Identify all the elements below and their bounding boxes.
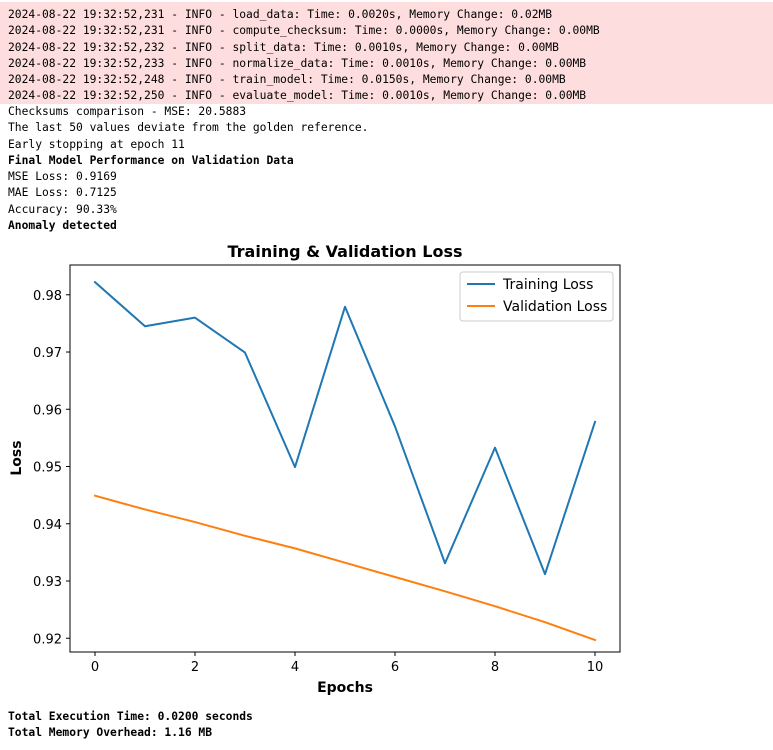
log-line: 2024-08-22 19:32:52,250 - INFO - evaluat… [8, 89, 587, 103]
early-stop-line: Early stopping at epoch 11 [8, 137, 185, 151]
stdout-output: Checksums comparison - MSE: 20.5883 The … [8, 104, 368, 234]
legend-validation-label: Validation Loss [503, 299, 607, 315]
mse-line: MSE Loss: 0.9169 [8, 170, 117, 184]
deviation-line: The last 50 values deviate from the gold… [8, 121, 369, 135]
x-tick-label: 8 [491, 660, 499, 675]
stderr-log-output: 2024-08-22 19:32:52,231 - INFO - load_da… [0, 2, 773, 104]
y-tick-label: 0.94 [33, 518, 62, 533]
legend-training-label: Training Loss [502, 277, 593, 293]
checksum-line: Checksums comparison - MSE: 20.5883 [8, 105, 247, 118]
accuracy-line: Accuracy: 90.33% [8, 202, 117, 216]
mae-line: MAE Loss: 0.7125 [8, 186, 117, 200]
validation-loss-line [93, 494, 597, 642]
chart-title: Training & Validation Loss [228, 242, 463, 261]
y-tick-label: 0.97 [33, 346, 62, 361]
x-tick-label: 0 [91, 660, 99, 675]
y-tick-label: 0.96 [33, 403, 62, 418]
summary-output: Total Execution Time: 0.0200 seconds Tot… [8, 709, 253, 742]
memory-overhead-line: Total Memory Overhead: 1.16 MB [8, 726, 213, 740]
log-line: 2024-08-22 19:32:52,231 - INFO - load_da… [8, 8, 553, 21]
y-tick-label: 0.98 [33, 289, 62, 304]
legend-box [459, 271, 614, 322]
x-axis-label: Epochs [317, 680, 373, 696]
y-tick-label: 0.92 [33, 632, 62, 647]
y-axis-label: Loss [9, 440, 25, 475]
x-tick-label: 10 [587, 660, 604, 675]
log-line: 2024-08-22 19:32:52,248 - INFO - train_m… [8, 73, 566, 87]
performance-header: Final Model Performance on Validation Da… [8, 153, 294, 167]
log-line: 2024-08-22 19:32:52,231 - INFO - compute… [8, 24, 600, 38]
y-tick-label: 0.95 [33, 461, 62, 476]
plot-area [69, 264, 621, 653]
chart-legend: Training Loss Validation Loss [459, 271, 614, 322]
y-tick-label: 0.93 [33, 575, 62, 590]
anomaly-line: Anomaly detected [8, 219, 117, 233]
execution-time-line: Total Execution Time: 0.0200 seconds [8, 710, 253, 723]
x-tick-label: 4 [291, 660, 299, 675]
log-line: 2024-08-22 19:32:52,233 - INFO - normali… [8, 56, 587, 70]
loss-chart: Training & Validation Loss 0 2 4 6 8 10 0.92 0… [0, 238, 640, 700]
log-line: 2024-08-22 19:32:52,232 - INFO - split_d… [8, 40, 559, 54]
x-tick-label: 6 [391, 660, 399, 675]
training-loss-line [93, 280, 597, 576]
x-axis-ticks: 0 2 4 6 8 10 [91, 652, 603, 675]
loss-chart-svg: Training & Validation Loss 0 2 4 6 8 10 0.920… [9, 242, 621, 696]
series-lines [93, 280, 597, 642]
y-axis-ticks: 0.92 0.93 0.94 0.95 0.96 0.97 0.98 [33, 289, 70, 647]
x-tick-label: 2 [191, 660, 199, 675]
